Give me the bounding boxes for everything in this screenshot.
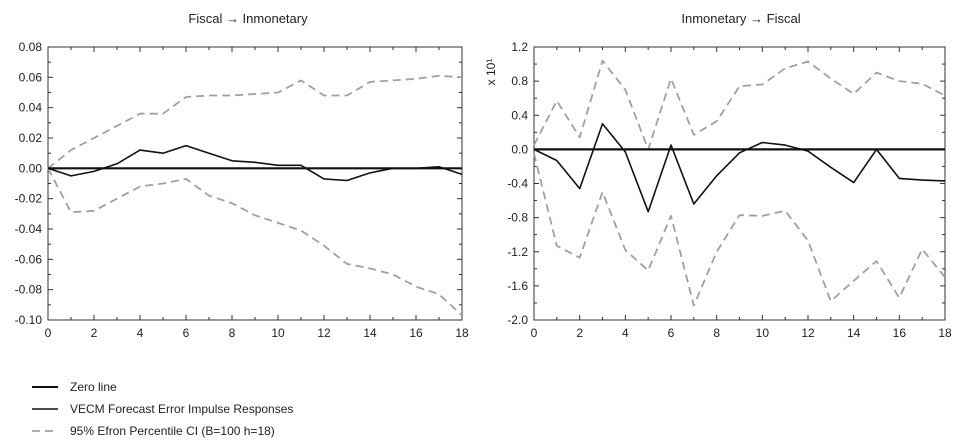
y-tick-label: -2.0 <box>507 313 528 327</box>
x-tick-label: 16 <box>409 326 423 340</box>
x-tick-label: 2 <box>576 326 583 340</box>
right-chart-title: Inmonetary → Fiscal <box>681 11 800 26</box>
chart-0: 0.08 0.06 0.04 0.02 0.00 -0.02 -0.04 -0.06 -0.08… <box>15 40 469 340</box>
legend: Zero line VECM Forecast Error Impulse Re… <box>32 380 293 438</box>
y-tick-label: 1.2 <box>511 40 528 54</box>
y-tick-label: -0.04 <box>15 222 43 236</box>
y-tick-label: -1.2 <box>507 245 528 259</box>
legend-label-zero: Zero line <box>70 380 117 394</box>
series-ci-3 <box>533 153 946 307</box>
y-tick-label: -0.8 <box>507 211 528 225</box>
y-tick-label: 0.0 <box>511 142 528 156</box>
y-tick-label: 0.06 <box>19 70 43 84</box>
x-tick-label: 4 <box>622 326 629 340</box>
x-tick-label: 14 <box>847 326 861 340</box>
y-tick-label: 0.02 <box>19 131 43 145</box>
x-tick-label: 0 <box>531 326 538 340</box>
y-tick-label: 0.00 <box>19 161 43 175</box>
y-tick-label: -0.06 <box>15 252 43 266</box>
y-tick-label: -0.08 <box>15 283 43 297</box>
y-tick-label: -0.4 <box>507 177 528 191</box>
x-tick-label: 16 <box>893 326 907 340</box>
y-tick-label: -1.6 <box>507 279 528 293</box>
chart-1: 1.2 0.8 0.4 0.0 -0.4 -0.8 -1.2 -1.6 -2.00 2 4 6 8 10 1… <box>507 40 952 340</box>
series-ci-2 <box>47 74 463 170</box>
series-irf-1 <box>533 123 946 213</box>
x-tick-label: 18 <box>938 326 952 340</box>
x-tick-label: 6 <box>668 326 675 340</box>
series-irf-1 <box>47 144 463 182</box>
legend-label-irf: VECM Forecast Error Impulse Responses <box>70 402 293 416</box>
x-tick-label: 8 <box>713 326 720 340</box>
right-chart-scale-label: x 10¹ <box>484 59 498 86</box>
y-tick-label: 0.08 <box>19 40 43 54</box>
series-ci-2 <box>533 59 946 151</box>
x-tick-label: 4 <box>137 326 144 340</box>
x-tick-label: 10 <box>271 326 285 340</box>
x-tick-label: 8 <box>229 326 236 340</box>
y-tick-label: -0.10 <box>15 313 43 327</box>
x-tick-label: 10 <box>756 326 770 340</box>
x-tick-label: 6 <box>183 326 190 340</box>
legend-label-ci: 95% Efron Percentile CI (B=100 h=18) <box>70 424 275 438</box>
y-tick-label: 0.8 <box>511 74 528 88</box>
plot-frame <box>533 46 946 321</box>
x-tick-label: 12 <box>317 326 331 340</box>
y-tick-label: -0.02 <box>15 192 43 206</box>
y-tick-label: 0.4 <box>511 108 528 122</box>
x-tick-label: 2 <box>91 326 98 340</box>
x-tick-label: 18 <box>455 326 469 340</box>
series-ci-3 <box>47 167 463 317</box>
x-tick-label: 12 <box>801 326 815 340</box>
x-tick-label: 14 <box>363 326 377 340</box>
x-tick-label: 0 <box>45 326 52 340</box>
y-tick-label: 0.04 <box>19 101 43 115</box>
left-chart-title: Fiscal → Inmonetary <box>188 11 308 26</box>
